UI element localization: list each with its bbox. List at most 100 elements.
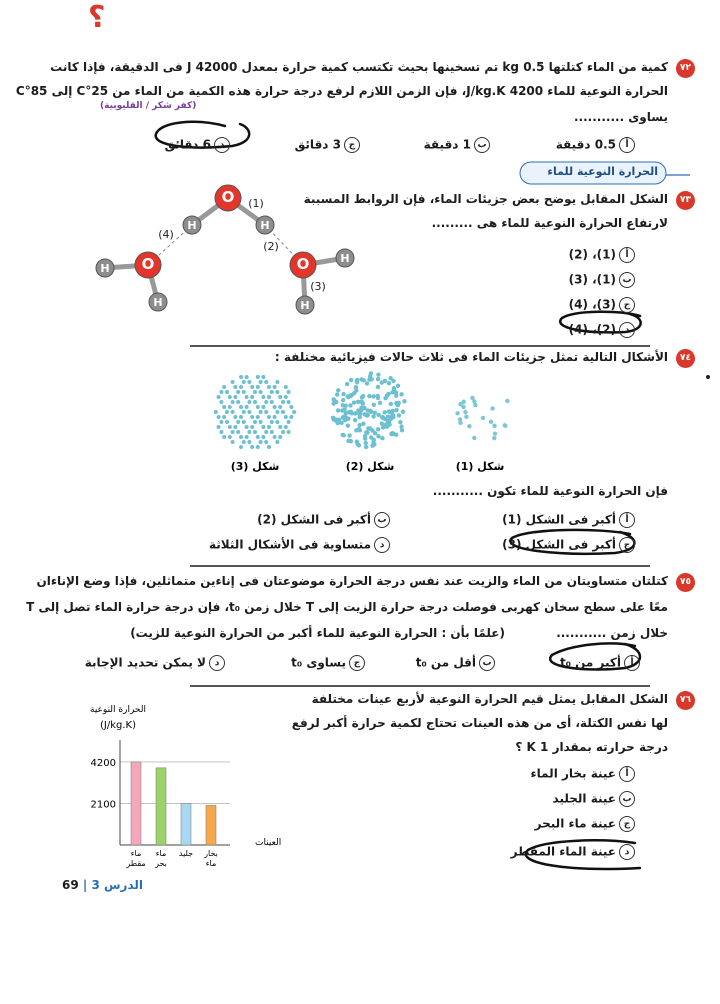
molecule-dot xyxy=(356,443,362,448)
bar xyxy=(180,803,192,846)
option-text: يساوى t₀ xyxy=(291,655,346,670)
molecule-dot xyxy=(286,420,291,424)
molecule-dot xyxy=(239,415,243,419)
molecule-dot xyxy=(455,411,460,416)
option-letter: د xyxy=(214,137,230,153)
molecule-dot xyxy=(341,414,346,419)
option-letter: ج xyxy=(619,297,635,313)
molecule-dot xyxy=(275,440,280,444)
atom-label: H xyxy=(187,219,196,232)
molecule-dot xyxy=(255,405,260,409)
handwritten-circle xyxy=(524,839,642,871)
molecule-dot xyxy=(376,412,381,418)
option-text: (2)، (4) xyxy=(568,322,616,337)
molecule-dot xyxy=(283,425,288,429)
option-letter: أ xyxy=(619,766,635,782)
molecule-dot xyxy=(258,410,263,414)
hydrogen-atom xyxy=(335,248,355,268)
molecule-dot xyxy=(239,405,243,409)
molecule-dot xyxy=(353,384,359,390)
molecule-dot xyxy=(464,414,469,420)
molecule-dot xyxy=(505,398,510,404)
molecule-dot xyxy=(264,430,269,434)
atom-label: O xyxy=(222,188,235,206)
molecule-dot xyxy=(278,405,283,409)
molecule-dot xyxy=(225,410,229,414)
option-letter: د xyxy=(374,537,390,553)
molecule-dot xyxy=(395,383,401,389)
molecule-dot xyxy=(255,445,260,449)
molecule-dot xyxy=(236,430,241,434)
molecule-dot xyxy=(351,400,357,405)
option-letter: أ xyxy=(624,655,640,671)
molecule-dot xyxy=(368,409,374,414)
question-text: الأشكال التالية تمثل جزيئات الماء فى ثلا… xyxy=(274,350,668,364)
molecule-dot xyxy=(394,432,399,437)
molecule-dot xyxy=(396,413,402,418)
molecule-dot xyxy=(227,425,232,429)
molecule-dot xyxy=(345,423,351,428)
molecule-dot xyxy=(275,380,280,384)
option-text: عينة الماء المقطر xyxy=(510,844,616,859)
molecule-dot xyxy=(233,415,238,419)
option-letter: أ xyxy=(619,512,635,528)
oxygen-atom xyxy=(289,251,317,279)
molecule-dot xyxy=(367,394,372,399)
molecule-dot xyxy=(286,400,291,404)
x-tick-label: ماء xyxy=(206,859,216,868)
molecule-dot xyxy=(470,395,475,401)
molecule-dot xyxy=(334,392,340,397)
molecule-dot xyxy=(239,435,243,439)
molecule-dot xyxy=(233,385,238,389)
note: (علمًا بأن : الحرارة النوعية للماء أكبر … xyxy=(130,626,505,640)
molecule-dot xyxy=(375,376,381,382)
option: بعينة الجليد xyxy=(553,791,635,807)
molecule-dot xyxy=(255,385,260,389)
molecule-dot xyxy=(352,417,358,423)
option-letter: ج xyxy=(349,655,365,671)
molecule-dot xyxy=(340,408,345,413)
molecule-dot xyxy=(341,433,346,438)
molecule-dot xyxy=(353,411,358,416)
option: أأكبر من t₀ xyxy=(560,655,640,671)
molecule-dot xyxy=(382,378,388,384)
option: بأقل من t₀ xyxy=(416,655,495,671)
molecule-dot xyxy=(244,395,249,399)
molecule-dot xyxy=(222,415,227,419)
dot xyxy=(706,375,710,379)
molecule-dot xyxy=(354,378,359,384)
question-text: الشكل المقابل يوضح بعض جزيئات الماء، فإن… xyxy=(303,192,668,206)
page-mark: ؟ xyxy=(88,0,106,35)
molecule-dot xyxy=(253,400,257,404)
hydrogen-atom xyxy=(255,215,275,235)
atom-label: H xyxy=(153,296,162,309)
molecule-dot xyxy=(368,426,373,431)
molecule-dot xyxy=(369,435,374,440)
molecule-dot xyxy=(331,397,336,402)
molecule-dot xyxy=(264,400,269,404)
x-tick-label: بخار xyxy=(203,849,218,858)
molecule-dot xyxy=(255,435,260,439)
y-axis-label: الحرارة النوعية xyxy=(90,705,146,715)
x-tick-label: مقطر xyxy=(125,859,145,868)
molecule-dot xyxy=(292,410,297,414)
molecule-dot xyxy=(363,440,368,446)
question-text: معًا على سطح سخان كهربى فوصلت درجة حرارة… xyxy=(26,600,668,614)
molecule-dot xyxy=(236,390,241,394)
x-tick-label: ماء xyxy=(131,849,141,858)
molecule-dot xyxy=(222,405,227,409)
molecule-dot xyxy=(225,420,229,424)
molecule-dot xyxy=(346,410,352,415)
molecule-dot xyxy=(250,395,255,399)
molecule-dot xyxy=(219,390,224,394)
page-number: 69 xyxy=(62,878,79,892)
molecule-dot xyxy=(360,393,366,399)
molecule-dot xyxy=(230,380,235,384)
x-axis-label: العينات xyxy=(255,838,281,848)
molecule-dot xyxy=(492,423,497,428)
molecule-dot xyxy=(492,435,497,441)
option-letter: د xyxy=(209,655,225,671)
molecule-dot xyxy=(230,400,235,404)
x-tick-label: ماء xyxy=(156,849,166,858)
molecule-dot xyxy=(457,417,463,422)
